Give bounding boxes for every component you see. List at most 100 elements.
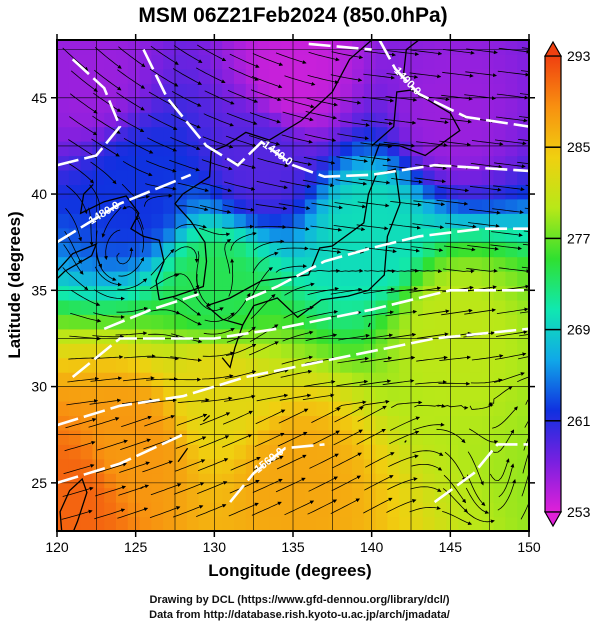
heat-cell (163, 68, 176, 84)
heat-cell (411, 372, 424, 388)
heat-cell (127, 155, 141, 171)
heat-cell (363, 299, 377, 315)
heat-cell (340, 271, 353, 287)
wind-streamline (142, 460, 173, 473)
heat-cell (363, 242, 377, 258)
wind-streamline (494, 352, 527, 360)
heat-cell (481, 372, 495, 388)
heat-cell (68, 372, 82, 388)
wind-streamline (67, 376, 100, 383)
wind-streamline (149, 273, 180, 289)
heat-cell (104, 54, 117, 70)
heat-cell (481, 198, 495, 214)
heat-cell (422, 256, 436, 272)
wind-streamline (176, 205, 209, 212)
wind-streamline (284, 282, 315, 296)
heat-cell (257, 473, 270, 489)
heat-cell (363, 227, 377, 243)
heat-cell (57, 429, 70, 445)
heat-cell (245, 184, 259, 200)
wind-streamline (495, 330, 528, 337)
heat-cell (458, 415, 471, 431)
wind-streamline (356, 224, 389, 231)
heat-cell (293, 227, 306, 243)
heat-cell (92, 429, 105, 445)
wind-streamline (491, 231, 523, 237)
heat-cell (234, 256, 247, 272)
wind-streamline (410, 269, 443, 273)
wind-streamline (203, 328, 235, 335)
heat-cell (245, 343, 259, 359)
heat-cell (80, 458, 93, 474)
heat-cell (68, 40, 82, 55)
heat-cell (340, 198, 353, 214)
wind-streamline (69, 93, 98, 114)
heat-cell (127, 458, 141, 474)
heat-cell (210, 112, 223, 128)
heat-cell (269, 54, 282, 70)
heat-cell (186, 415, 200, 431)
colorbar-tick-label: 253 (567, 504, 591, 520)
heat-cell (387, 372, 400, 388)
wind-streamline (390, 416, 421, 431)
wind-streamline (65, 418, 97, 429)
heat-cell (470, 83, 483, 99)
heat-cell (163, 271, 176, 287)
heat-cell (399, 343, 412, 359)
heat-cell (328, 54, 341, 70)
wind-streamline (195, 296, 224, 312)
heat-cell (163, 184, 176, 200)
wind-streamline (386, 286, 419, 294)
coastline (59, 477, 88, 531)
heat-cell (446, 401, 459, 416)
heat-cell (186, 444, 200, 460)
heat-cell (375, 155, 388, 171)
heat-cell (68, 386, 82, 402)
heat-cell (481, 97, 495, 113)
heat-cell (458, 444, 471, 460)
heat-cell (399, 198, 412, 214)
wind-streamline (409, 505, 441, 513)
heat-cell (493, 299, 506, 315)
wind-streamline (495, 116, 528, 123)
heat-cell (175, 429, 188, 445)
wind-streamline (471, 140, 504, 146)
heat-cell (422, 415, 436, 431)
heat-cell (57, 386, 70, 402)
heat-cell (399, 213, 412, 229)
wind-streamline (278, 203, 311, 210)
wind-streamline (519, 93, 529, 96)
heat-cell (281, 198, 294, 214)
heat-cell (446, 68, 459, 84)
heat-cell (387, 256, 400, 272)
heat-cell (328, 97, 341, 113)
wind-streamline (338, 120, 370, 127)
coastline (79, 183, 165, 301)
heat-cell (104, 68, 117, 84)
heat-cell (481, 126, 495, 142)
contour-line (71, 289, 529, 379)
heat-cell (446, 155, 459, 171)
heat-cell (269, 328, 282, 344)
heat-cell (269, 487, 282, 503)
heat-cell (139, 112, 152, 128)
heat-cell (304, 444, 318, 460)
heat-cell (470, 386, 483, 402)
wind-streamline (364, 50, 396, 57)
heat-cell (481, 357, 495, 373)
heat-cell (328, 357, 341, 373)
wind-streamline (336, 156, 368, 163)
wind-streamline (493, 185, 525, 192)
heat-cell (493, 170, 506, 185)
heat-cell (517, 473, 529, 489)
heat-cell (139, 271, 152, 287)
heat-cell (116, 54, 129, 70)
wind-streamline (118, 256, 144, 277)
heat-cell (434, 401, 447, 416)
heat-cell (116, 487, 129, 503)
heat-cell (446, 242, 459, 258)
heat-cell (411, 198, 424, 214)
heat-cell (434, 170, 447, 185)
wind-streamline (117, 69, 146, 89)
